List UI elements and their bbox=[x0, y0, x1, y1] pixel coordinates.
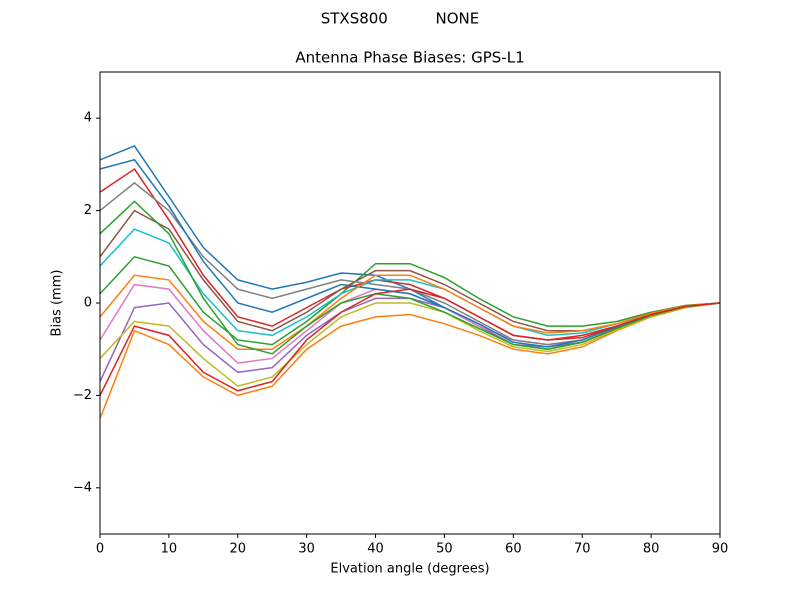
series-line bbox=[99, 255, 721, 346]
series-line bbox=[99, 302, 721, 387]
x-tick-label: 80 bbox=[643, 542, 660, 557]
chart-title: Antenna Phase Biases: GPS-L1 bbox=[295, 49, 524, 67]
x-tick-label: 0 bbox=[96, 542, 104, 557]
x-tick-label: 70 bbox=[574, 542, 591, 557]
x-tick-label: 10 bbox=[161, 542, 178, 557]
y-tick-label: 0 bbox=[84, 296, 92, 311]
x-tick-label: 40 bbox=[367, 542, 384, 557]
plot-frame bbox=[99, 71, 721, 535]
suptitle: STXS800 NONE bbox=[321, 10, 480, 28]
x-tick-label: 60 bbox=[505, 542, 522, 557]
y-tick-label: −4 bbox=[73, 480, 92, 495]
y-tick-label: 4 bbox=[84, 111, 92, 126]
y-axis-label: Bias (mm) bbox=[50, 270, 65, 337]
x-axis-label: Elvation angle (degrees) bbox=[330, 562, 489, 577]
x-tick-label: 20 bbox=[230, 542, 247, 557]
y-tick-label: 2 bbox=[84, 203, 92, 218]
series-line bbox=[99, 200, 721, 355]
series-line bbox=[99, 288, 721, 396]
y-tick-label: −2 bbox=[73, 388, 92, 403]
x-tick-label: 90 bbox=[712, 542, 729, 557]
x-tick-label: 50 bbox=[436, 542, 453, 557]
series-line bbox=[99, 274, 721, 350]
series-line bbox=[99, 158, 721, 348]
series-line bbox=[99, 302, 721, 419]
x-tick-label: 30 bbox=[298, 542, 315, 557]
